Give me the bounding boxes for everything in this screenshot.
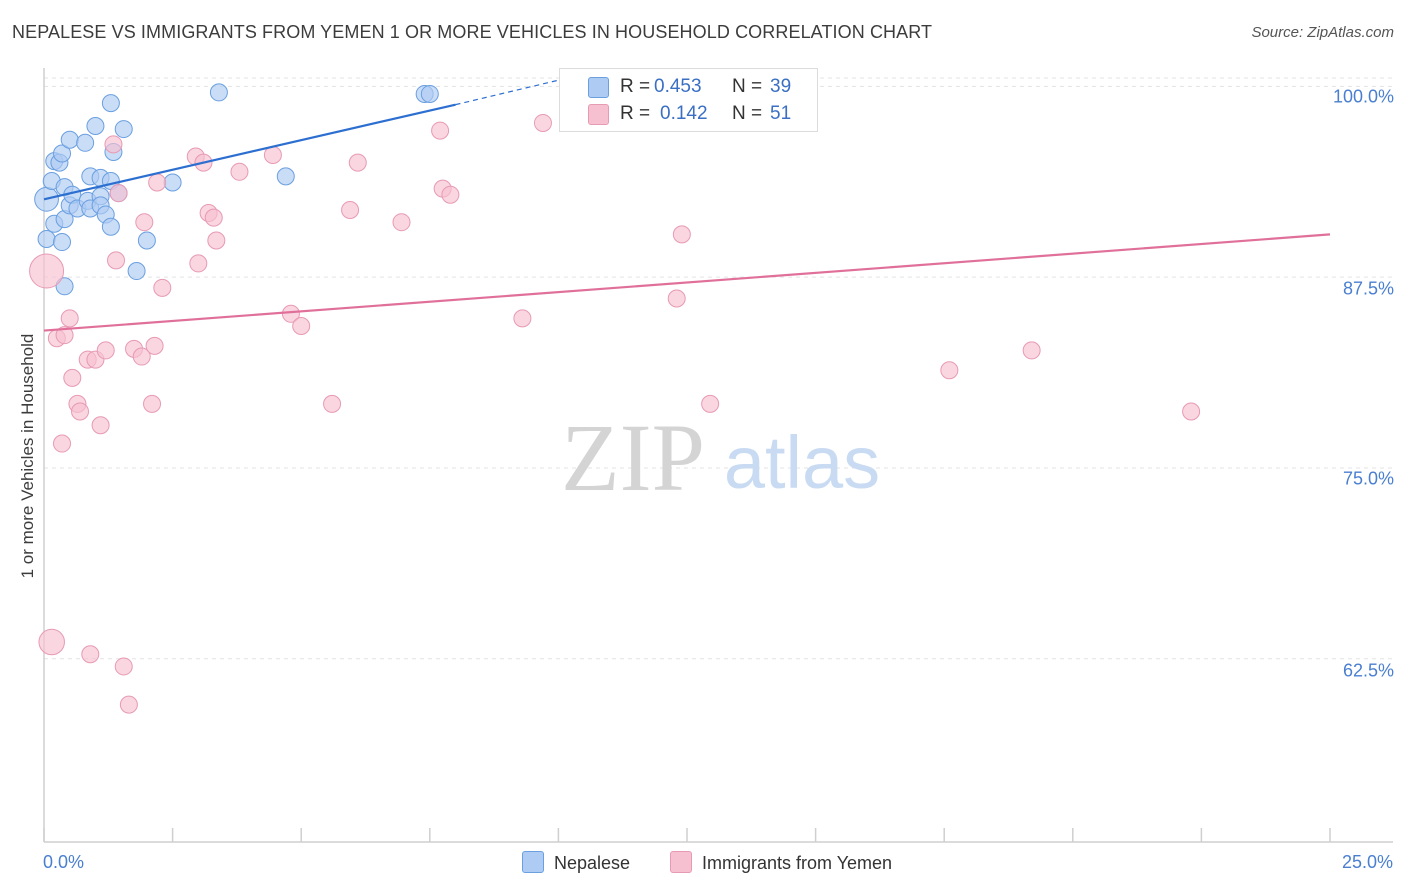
yemen-point (119, 695, 138, 714)
n-value: 39 (770, 76, 792, 97)
yemen-point (441, 185, 460, 204)
yemen-trend-line (43, 233, 1331, 332)
yemen-legend-label: Immigrants from Yemen (702, 853, 893, 873)
nepalese-point (420, 84, 439, 103)
yemen-point (940, 361, 959, 380)
yemen-point (107, 251, 126, 270)
nepalese-point (137, 231, 156, 250)
yemen-point (91, 416, 110, 435)
yemen-point (189, 254, 208, 273)
r-label: R = (620, 103, 651, 124)
yemen-point (63, 368, 82, 387)
y-tick-label: 62.5% (1342, 660, 1394, 681)
yemen-legend-swatch (670, 851, 692, 873)
legend-item-nepalese[interactable]: Nepalese (522, 851, 630, 874)
source-label: Source: ZipAtlas.com (1251, 24, 1394, 41)
yemen-point (701, 394, 720, 413)
watermark-atlas: atlas (724, 421, 880, 504)
legend-item-yemen[interactable]: Immigrants from Yemen (670, 851, 892, 874)
yemen-point (53, 434, 72, 453)
nepalese-trend-extension (455, 79, 559, 106)
nepalese-point (101, 217, 120, 236)
yemen-point (292, 317, 311, 335)
yemen-point (148, 173, 167, 192)
r-value: 0.453 (654, 76, 702, 97)
yemen-point (533, 113, 552, 132)
yemen-point (1182, 402, 1201, 421)
yemen-point (667, 289, 686, 308)
x-tick-label: 0.0% (43, 852, 85, 872)
yemen-point (135, 213, 154, 232)
nepalese-point (101, 94, 120, 113)
yemen-point (143, 394, 162, 413)
yemen-point (513, 309, 532, 328)
yemen-point (672, 225, 691, 244)
yemen-point (55, 326, 74, 345)
nepalese-point (60, 130, 79, 149)
yemen-point (109, 184, 128, 203)
nepalese-legend-swatch (522, 851, 544, 873)
nepalese-legend-label: Nepalese (554, 853, 631, 873)
yemen-point (1022, 341, 1041, 360)
yemen-point (29, 253, 65, 289)
r-label: R = (620, 76, 651, 97)
n-label: N = (732, 103, 763, 124)
yemen-point (204, 208, 223, 227)
n-label: N = (732, 76, 763, 97)
yemen-point (153, 278, 172, 297)
yemen-point (71, 402, 90, 421)
yemen-point (207, 231, 226, 250)
nepalese-point (86, 117, 105, 136)
yemen-point (81, 645, 100, 664)
y-tick-label: 75.0% (1342, 468, 1394, 489)
x-tick-label: 25.0% (1341, 852, 1393, 872)
nepalese-point (114, 120, 133, 139)
nepalese-point (53, 144, 72, 163)
yemen-point (38, 628, 65, 656)
yemen-point (104, 135, 123, 154)
yemen-point (230, 162, 249, 181)
nepalese-point (276, 167, 295, 186)
yemen-point (96, 341, 115, 360)
n-value: 51 (770, 103, 792, 124)
yemen-swatch (588, 104, 609, 125)
nepalese-point (76, 133, 95, 152)
nepalese-swatch (588, 77, 609, 98)
watermark-zip: ZIP (561, 404, 705, 511)
r-value: 0.142 (660, 103, 708, 124)
nepalese-point (55, 277, 74, 296)
nepalese-trend-line (43, 103, 456, 201)
nepalese-point (163, 173, 182, 192)
yemen-point (60, 309, 79, 328)
yemen-point (323, 394, 342, 413)
correlation-legend: R = 0.453 N = 39 R = 0.142 N = 51 (559, 68, 818, 132)
nepalese-point (209, 83, 228, 102)
yemen-point (348, 153, 367, 172)
nepalese-point (37, 229, 56, 248)
yemen-point (114, 657, 133, 676)
nepalese-point (53, 233, 72, 252)
chart-title: NEPALESE VS IMMIGRANTS FROM YEMEN 1 OR M… (12, 22, 933, 42)
yemen-point (431, 121, 450, 140)
nepalese-point (127, 262, 146, 281)
yemen-point (341, 200, 360, 219)
yemen-point (132, 347, 151, 366)
yemen-point (145, 336, 164, 355)
yemen-point (392, 213, 411, 232)
y-tick-label: 87.5% (1342, 278, 1394, 299)
y-tick-label: 100.0% (1332, 86, 1394, 107)
